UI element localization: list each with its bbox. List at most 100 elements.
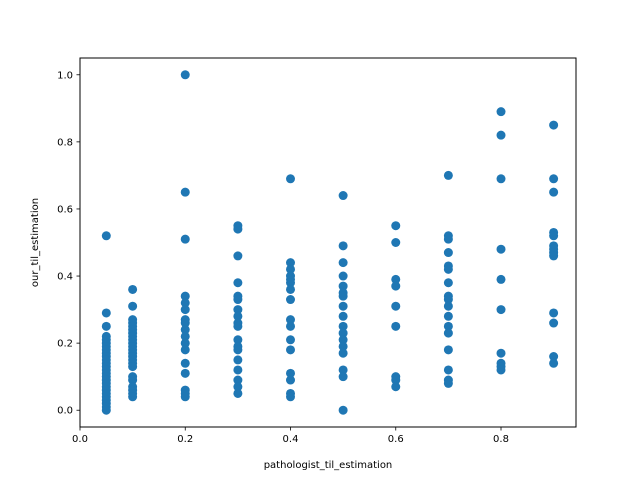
data-point: [128, 375, 138, 385]
data-point: [101, 231, 111, 241]
data-point: [233, 305, 243, 315]
data-point: [338, 365, 348, 375]
data-point: [549, 318, 559, 328]
data-point: [338, 335, 348, 345]
data-point: [549, 352, 559, 362]
data-point: [286, 345, 295, 355]
data-point: [443, 321, 453, 331]
data-point: [180, 358, 190, 368]
data-point: [443, 301, 453, 311]
data-point: [101, 308, 111, 318]
data-point: [391, 274, 401, 284]
y-tick-label: 0.8: [57, 137, 73, 148]
data-point: [180, 187, 190, 197]
data-point: [233, 311, 243, 321]
x-axis-ticks: 0.0 0.2 0.4 0.6 0.8: [72, 427, 509, 445]
data-point: [496, 274, 506, 284]
data-point: [549, 187, 559, 197]
data-point: [496, 130, 506, 140]
data-point: [233, 382, 243, 392]
data-point: [391, 301, 401, 311]
data-point: [443, 248, 453, 258]
data-point: [101, 405, 111, 415]
data-point: [180, 338, 190, 348]
data-point: [391, 382, 401, 392]
data-point: [180, 345, 190, 355]
data-point: [443, 295, 453, 305]
plot-frame: [79, 57, 577, 428]
data-point: [286, 375, 295, 385]
data-point: [286, 284, 295, 294]
data-point: [496, 107, 506, 117]
data-point: [233, 375, 243, 385]
data-point: [443, 278, 453, 288]
data-point: [443, 234, 453, 244]
data-point: [549, 231, 559, 241]
data-point: [233, 321, 243, 331]
data-point: [391, 321, 401, 331]
x-tick-label: 0.4: [283, 434, 299, 445]
data-point: [338, 241, 348, 251]
data-point: [496, 348, 506, 358]
data-point: [338, 311, 348, 321]
data-point: [443, 365, 453, 375]
data-point: [286, 321, 295, 331]
data-point: [338, 321, 348, 331]
data-point: [338, 301, 348, 311]
data-point: [338, 191, 348, 201]
data-point: [180, 298, 190, 308]
data-point: [180, 234, 190, 244]
data-point: [180, 291, 190, 301]
data-point: [286, 174, 295, 184]
y-tick-label: 1.0: [57, 70, 73, 81]
data-point: [443, 345, 453, 355]
data-point: [391, 221, 401, 231]
data-point: [180, 305, 190, 315]
data-point: [128, 362, 138, 372]
data-point: [338, 348, 348, 358]
data-point: [496, 305, 506, 315]
data-point: [233, 278, 243, 288]
data-point: [443, 378, 453, 388]
y-axis-label: our_til_estimation: [30, 198, 41, 287]
data-point: [128, 392, 138, 402]
y-tick-label: 0.0: [57, 406, 73, 417]
data-point: [338, 405, 348, 415]
data-point: [338, 258, 348, 268]
data-point: [180, 70, 190, 80]
data-point: [338, 281, 348, 291]
x-tick-label: 0.2: [177, 434, 193, 445]
data-point: [338, 341, 348, 351]
data-point: [549, 251, 559, 261]
data-point: [128, 284, 138, 294]
data-point: [286, 295, 295, 305]
data-point: [286, 392, 295, 402]
data-point: [286, 278, 295, 288]
y-tick-label: 0.6: [57, 204, 73, 215]
data-point: [233, 224, 243, 234]
data-point: [180, 318, 190, 328]
data-point: [391, 281, 401, 291]
data-point: [233, 355, 243, 365]
data-point: [128, 301, 138, 311]
data-point: [286, 258, 295, 268]
data-point: [549, 120, 559, 130]
data-point: [233, 295, 243, 305]
data-point: [549, 358, 559, 368]
data-point: [443, 264, 453, 274]
data-point: [338, 372, 348, 382]
data-point: [180, 392, 190, 402]
data-point: [496, 365, 506, 375]
data-point: [180, 368, 190, 378]
data-point: [233, 335, 243, 345]
data-point: [180, 325, 190, 335]
x-tick-label: 0.6: [388, 434, 404, 445]
data-point: [338, 291, 348, 301]
data-point: [233, 345, 243, 355]
data-point: [286, 335, 295, 345]
data-point: [286, 264, 295, 274]
data-point: [391, 238, 401, 247]
data-point: [233, 365, 243, 375]
data-point: [496, 244, 506, 254]
data-point: [549, 308, 559, 318]
